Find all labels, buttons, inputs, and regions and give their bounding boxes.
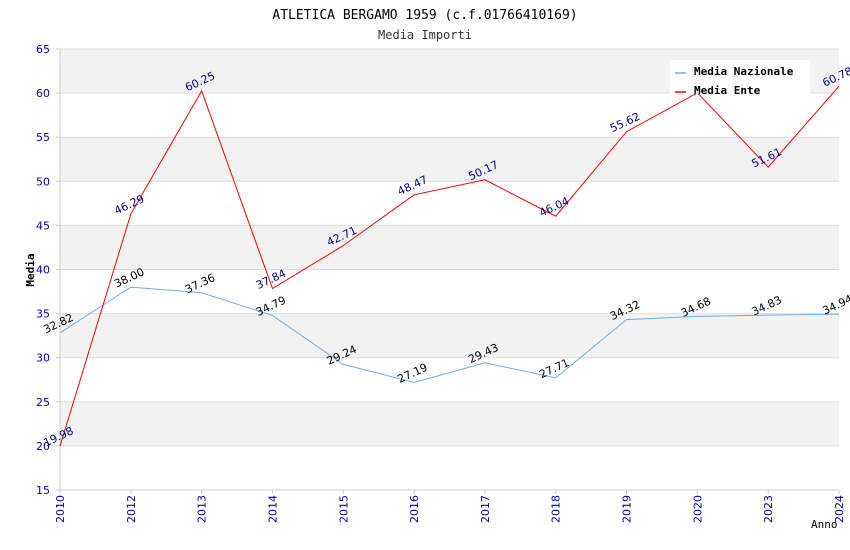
grid-band [60, 313, 839, 358]
grid-band [60, 93, 839, 138]
y-axis-ticks: 15 20 25 30 35 40 45 50 55 60 65 [36, 43, 60, 497]
y-tick-label: 20 [36, 440, 50, 453]
series-lines [59, 85, 840, 447]
grid-band [60, 401, 839, 446]
chart-title: ATLETICA BERGAMO 1959 (c.f.01766410169) [272, 8, 577, 23]
x-axis-label: Anno [811, 518, 838, 531]
y-tick-label: 25 [36, 396, 50, 409]
y-tick-label: 35 [36, 308, 50, 321]
x-tick-label: 2014 [266, 495, 279, 523]
grid-band [60, 357, 839, 402]
y-tick-label: 40 [36, 264, 50, 277]
x-tick-label: 2023 [762, 495, 775, 523]
chart-subtitle: Media Importi [378, 28, 472, 42]
legend-label-media-ente: Media Ente [694, 84, 761, 97]
y-tick-label: 45 [36, 219, 50, 232]
y-tick-label: 50 [36, 175, 50, 188]
x-tick-label: 2016 [408, 495, 421, 523]
x-axis-ticks: 2010 2012 2013 2014 2015 2016 2017 2018 2019 2020… [54, 490, 846, 523]
grid-band [60, 445, 839, 490]
legend: Media Nazionale Media Ente [670, 60, 810, 97]
x-tick-label: 2015 [337, 495, 350, 523]
x-tick-label: 2019 [621, 495, 634, 523]
grid-band [60, 225, 839, 270]
y-tick-label: 15 [36, 484, 50, 497]
x-tick-label: 2017 [479, 495, 492, 523]
series-line-media-ente [59, 85, 840, 447]
legend-label-media-nazionale: Media Nazionale [694, 65, 794, 78]
grid-band [60, 137, 839, 182]
x-tick-label: 2012 [125, 495, 138, 523]
x-tick-label: 2013 [196, 495, 209, 523]
series-line-media-nazionale [59, 286, 840, 384]
y-tick-label: 55 [36, 131, 50, 144]
x-tick-label: 2024 [833, 495, 846, 523]
y-tick-label: 30 [36, 352, 50, 365]
y-axis-label: Media [24, 253, 37, 286]
y-tick-label: 65 [36, 43, 50, 56]
legend-box [670, 60, 810, 94]
x-tick-label: 2018 [550, 495, 563, 523]
x-tick-label: 2010 [54, 495, 67, 523]
y-tick-label: 60 [36, 87, 50, 100]
grid-band [60, 269, 839, 314]
grid-band [60, 181, 839, 226]
x-tick-label: 2020 [691, 495, 704, 523]
